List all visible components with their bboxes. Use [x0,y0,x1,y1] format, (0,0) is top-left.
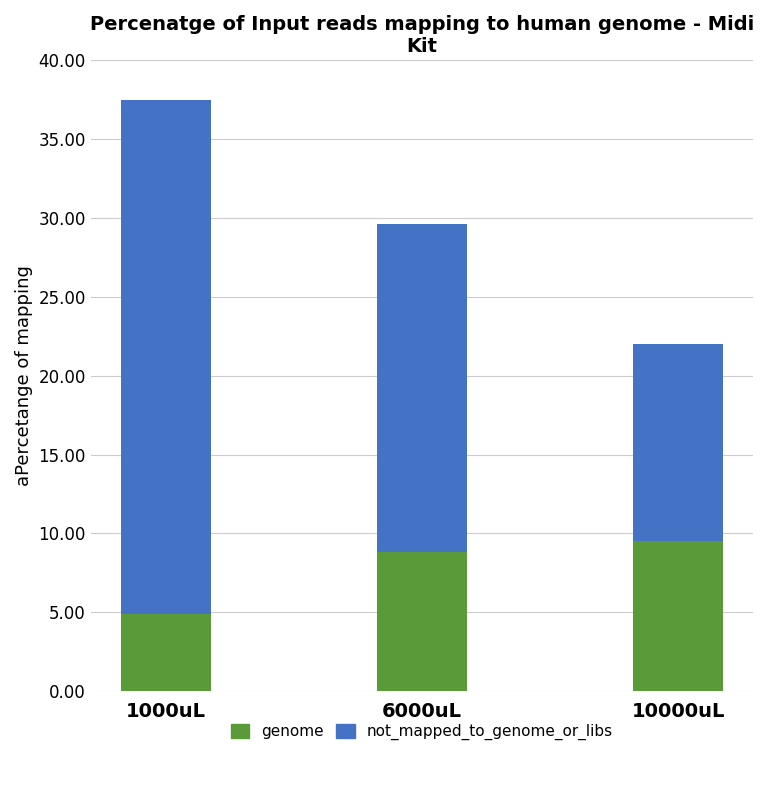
Y-axis label: aPercetange of mapping: aPercetange of mapping [15,266,33,486]
Legend: genome, not_mapped_to_genome_or_libs: genome, not_mapped_to_genome_or_libs [225,718,619,746]
Bar [377,552,467,691]
Bar [377,224,467,552]
Bar [121,614,210,691]
Title: Percenatge of Input reads mapping to human genome - Midi
Kit: Percenatge of Input reads mapping to hum… [90,15,754,56]
Bar [634,344,723,542]
Bar [634,542,723,691]
Bar [121,100,210,614]
